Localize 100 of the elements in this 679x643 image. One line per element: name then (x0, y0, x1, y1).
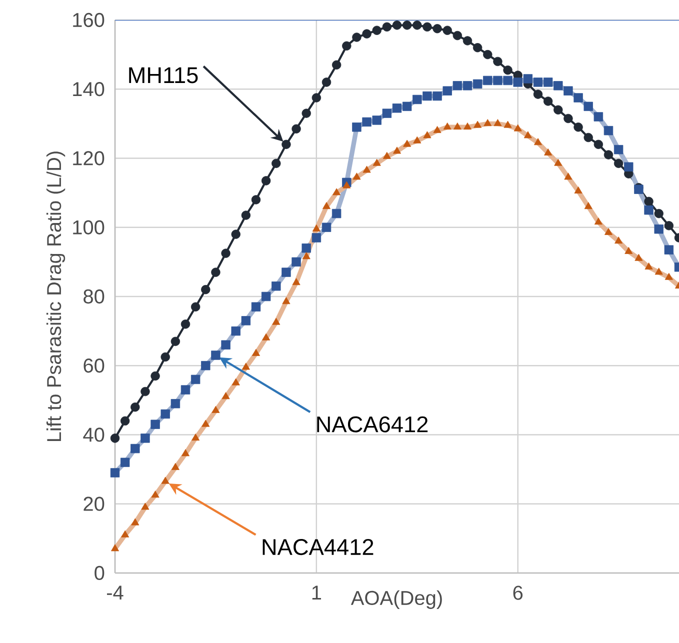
point (332, 208, 342, 218)
point (261, 292, 271, 302)
point (201, 361, 210, 370)
point (644, 196, 654, 206)
point (130, 402, 140, 412)
point (453, 122, 462, 130)
point (543, 78, 553, 87)
x-tick-label: -4 (106, 586, 124, 600)
point (312, 233, 322, 242)
point (493, 56, 502, 66)
point (302, 244, 311, 253)
point (212, 406, 220, 413)
point (594, 140, 604, 150)
point (654, 268, 663, 275)
point (462, 36, 472, 46)
point (503, 66, 512, 75)
point (403, 140, 412, 147)
y-tick-label: 20 (84, 496, 104, 511)
point (171, 462, 180, 470)
point (413, 136, 422, 144)
point (170, 336, 180, 346)
point (624, 246, 633, 254)
point (382, 22, 392, 32)
point (221, 340, 230, 350)
point (362, 29, 372, 38)
point (493, 76, 502, 86)
point (524, 131, 532, 138)
x-axis-title: AOA(Deg) (350, 590, 442, 609)
point (140, 386, 150, 396)
y-tick-label: 60 (84, 358, 104, 373)
point (554, 158, 562, 166)
y-tick-label: 100 (73, 220, 104, 234)
y-tick-label: 160 (73, 12, 104, 28)
point (584, 132, 593, 142)
point (251, 195, 261, 204)
point (241, 210, 251, 220)
point (463, 122, 472, 130)
point (110, 544, 120, 552)
point (292, 257, 301, 267)
point (192, 434, 200, 441)
point (211, 268, 220, 277)
point (332, 188, 341, 196)
point (564, 86, 573, 96)
point (322, 202, 331, 210)
point (604, 150, 614, 160)
x-tick-label: 6 (513, 586, 523, 600)
point (664, 221, 674, 230)
point (423, 131, 432, 138)
point (312, 224, 320, 232)
point (282, 268, 291, 277)
point (554, 81, 563, 90)
point (180, 385, 190, 394)
point (594, 218, 602, 225)
point (442, 26, 452, 35)
point (312, 93, 322, 102)
text: MH115 (129, 67, 198, 84)
point (483, 50, 492, 60)
point (584, 102, 593, 111)
y-tick-label: 0 (94, 566, 104, 580)
point (261, 176, 271, 186)
point (272, 158, 281, 168)
point (523, 74, 533, 84)
point (121, 530, 130, 538)
point (483, 76, 492, 86)
point (232, 378, 240, 386)
point (382, 108, 392, 118)
point (594, 112, 604, 122)
point (402, 102, 412, 111)
point (392, 20, 402, 30)
y-tick-label: 80 (84, 289, 104, 304)
point (392, 104, 402, 113)
point (564, 114, 573, 124)
point (452, 30, 462, 40)
point (352, 122, 362, 132)
point (252, 348, 260, 356)
point (322, 78, 332, 87)
point (422, 91, 432, 101)
point (352, 172, 361, 180)
point (604, 228, 613, 235)
point (474, 120, 482, 128)
point (654, 224, 664, 234)
point (262, 333, 270, 340)
point (432, 24, 442, 34)
point (472, 79, 482, 89)
point (382, 152, 391, 159)
point (201, 284, 210, 294)
point (392, 146, 402, 154)
point (533, 78, 543, 87)
point (211, 350, 220, 360)
point (664, 272, 673, 280)
point (332, 60, 342, 70)
point (422, 22, 432, 32)
point (644, 205, 654, 215)
point (131, 518, 140, 526)
point (362, 166, 371, 173)
point (352, 32, 362, 42)
y-tick-label: 120 (73, 151, 104, 166)
point (322, 222, 332, 232)
point (160, 352, 170, 362)
point (302, 252, 310, 260)
